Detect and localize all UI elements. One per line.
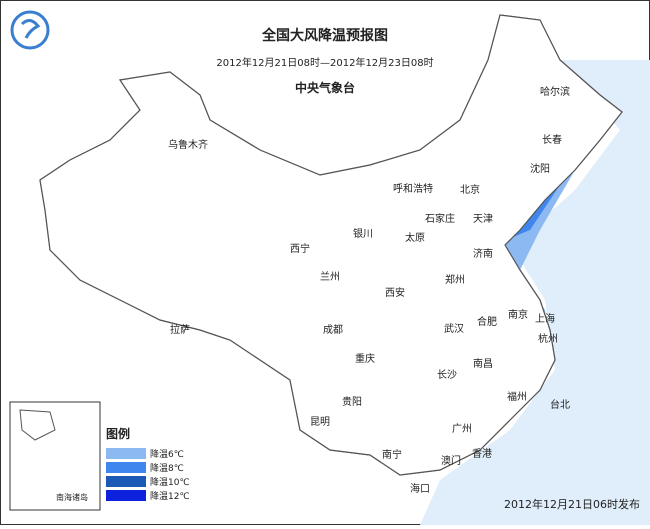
city-label: 武汉	[444, 322, 464, 335]
city-label: 长沙	[437, 369, 457, 381]
city-label: 昆明	[310, 416, 330, 428]
city-label: 南宁	[382, 448, 402, 461]
inset: 南海诸岛	[9, 401, 101, 511]
legend-swatch	[106, 462, 146, 473]
city-label: 北京	[460, 183, 480, 196]
city-label: 石家庄	[425, 212, 455, 225]
city-label: 拉萨	[170, 323, 190, 336]
city-label: 济南	[473, 247, 493, 260]
city-label: 广州	[452, 423, 472, 435]
agency: 中央气象台	[295, 80, 355, 95]
city-label: 天津	[473, 213, 493, 225]
city-label: 贵阳	[342, 395, 362, 408]
city-label: 南京	[508, 308, 528, 321]
legend-swatch	[106, 476, 146, 487]
city-label: 长春	[542, 134, 562, 146]
legend-swatch	[106, 448, 146, 459]
city-label: 呼和浩特	[393, 183, 433, 195]
inset-frame	[9, 401, 101, 511]
legend-swatch	[106, 490, 146, 501]
title: 全国大风降温预报图	[261, 27, 388, 44]
city-label: 哈尔滨	[540, 85, 570, 98]
city-label: 银川	[353, 227, 373, 240]
city-label: 成都	[323, 324, 343, 336]
sea	[420, 60, 650, 525]
city-label: 福州	[507, 390, 527, 403]
inset-land	[19, 409, 56, 441]
legend-label: 降温6℃	[150, 448, 184, 460]
city-label: 台北	[550, 398, 570, 411]
city-label: 香港	[472, 448, 492, 460]
city-label: 海口	[410, 482, 430, 495]
city-label: 澳门	[441, 454, 461, 467]
city-label: 沈阳	[530, 162, 550, 175]
city-label: 重庆	[355, 352, 375, 365]
period: 2012年12月21日08时—2012年12月23日08时	[216, 56, 433, 69]
city-label: 西安	[385, 286, 405, 299]
city-label: 乌鲁木齐	[168, 138, 208, 151]
city-label: 杭州	[538, 332, 558, 345]
city-label: 上海	[535, 312, 555, 325]
city-label: 南昌	[473, 357, 493, 370]
legend-label: 降温12℃	[150, 490, 190, 502]
legend-label: 降温10℃	[150, 476, 190, 488]
inset-label: 南海诸岛	[56, 492, 88, 502]
city-label: 太原	[405, 231, 425, 244]
logo-mark	[20, 19, 41, 39]
city-label: 郑州	[445, 273, 465, 286]
city-label: 合肥	[477, 315, 497, 328]
issued: 2012年12月21日06时发布	[504, 497, 640, 511]
legend-label: 降温8℃	[150, 462, 184, 474]
legend-title: 图例	[106, 426, 130, 441]
city-label: 西宁	[290, 242, 310, 255]
city-label: 兰州	[320, 270, 340, 283]
